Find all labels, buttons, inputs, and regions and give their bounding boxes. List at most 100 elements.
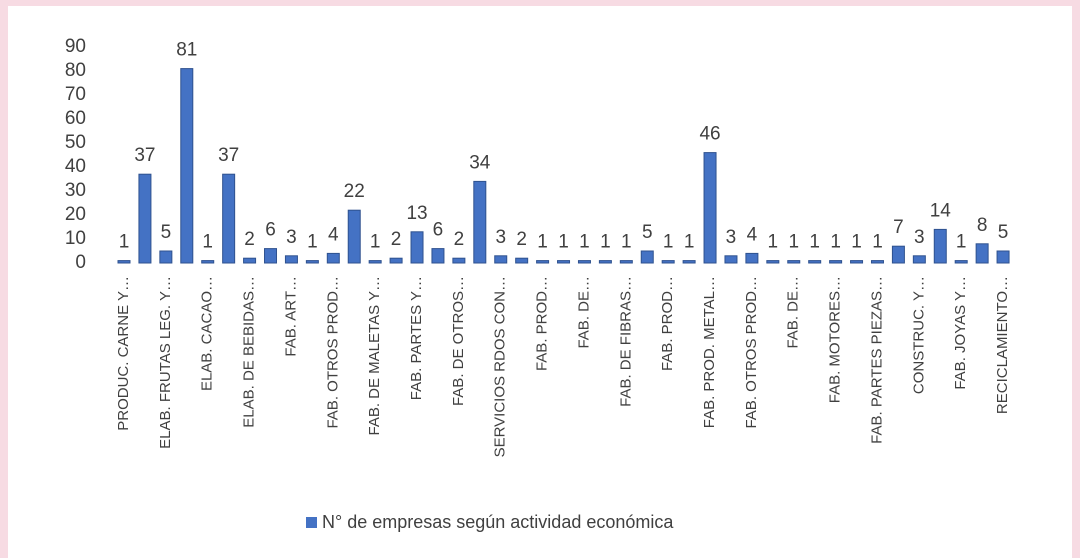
y-tick-label: 0 <box>75 252 86 273</box>
data-label: 1 <box>851 232 862 253</box>
bar <box>682 260 696 264</box>
bar <box>201 260 215 264</box>
bar <box>159 250 173 264</box>
data-label: 1 <box>119 232 130 253</box>
bar <box>180 68 194 264</box>
bar <box>389 257 403 264</box>
x-tick-label: FAB. DE MALETAS Y… <box>366 276 383 436</box>
data-label: 1 <box>663 232 674 253</box>
bar <box>933 228 947 264</box>
data-label: 6 <box>265 220 276 241</box>
x-tick-label: RECICLAMIENTO… <box>994 276 1011 414</box>
bar <box>452 257 466 264</box>
y-tick-label: 80 <box>65 60 86 81</box>
x-tick-label: FAB. DE… <box>785 276 802 349</box>
bar <box>724 255 738 264</box>
data-label: 1 <box>788 232 799 253</box>
data-label: 37 <box>218 145 239 166</box>
data-label: 14 <box>930 200 952 221</box>
data-label: 8 <box>977 215 988 236</box>
data-label: 1 <box>684 232 695 253</box>
data-label: 1 <box>600 232 611 253</box>
bar <box>264 248 278 264</box>
x-tick-label: FAB. OTROS PROD… <box>324 276 341 429</box>
data-label: 1 <box>956 232 967 253</box>
bar <box>745 252 759 264</box>
bar <box>975 243 989 264</box>
legend-swatch <box>306 517 317 528</box>
y-tick-label: 40 <box>65 156 86 177</box>
bar <box>996 250 1010 264</box>
bar <box>787 260 801 264</box>
data-label: 1 <box>202 232 213 253</box>
data-label: 5 <box>161 222 172 243</box>
x-tick-label: FAB. PROD. METAL… <box>701 276 718 428</box>
bar <box>912 255 926 264</box>
x-tick-label: FAB. JOYAS Y… <box>952 276 969 390</box>
bar <box>829 260 843 264</box>
data-label: 1 <box>537 232 548 253</box>
bar <box>536 260 550 264</box>
data-label: 3 <box>495 227 506 248</box>
bar <box>326 252 340 264</box>
x-tick-label: FAB. DE… <box>575 276 592 349</box>
bar <box>808 260 822 264</box>
bar <box>284 255 298 264</box>
data-label: 4 <box>747 224 758 245</box>
x-tick-label: ELAB. DE BEBIDAS… <box>241 276 258 428</box>
data-label: 3 <box>286 227 297 248</box>
data-label: 1 <box>558 232 569 253</box>
bar <box>870 260 884 264</box>
bar <box>494 255 508 264</box>
x-tick-label: FAB. PROD… <box>659 276 676 371</box>
bar <box>766 260 780 264</box>
data-label: 5 <box>998 222 1009 243</box>
x-tick-label: FAB. PARTES Y… <box>408 276 425 400</box>
data-label: 5 <box>642 222 653 243</box>
x-tick-label: FAB. PARTES PIEZAS… <box>868 276 885 444</box>
bar <box>640 250 654 264</box>
data-label: 1 <box>872 232 883 253</box>
bar <box>557 260 571 264</box>
x-tick-label: ELAB. FRUTAS LEG. Y… <box>157 276 174 449</box>
x-tick-label: FAB. ART… <box>282 276 299 357</box>
bar <box>515 257 529 264</box>
y-tick-label: 30 <box>65 180 86 201</box>
data-label: 1 <box>307 232 318 253</box>
bar <box>117 260 131 264</box>
data-label: 2 <box>244 229 255 250</box>
data-label: 81 <box>176 40 197 61</box>
x-tick-label: FAB. DE FIBRAS… <box>617 276 634 407</box>
data-label: 3 <box>726 227 737 248</box>
bar <box>431 248 445 264</box>
x-tick-label: FAB. OTROS PROD… <box>743 276 760 429</box>
data-label: 7 <box>893 217 904 238</box>
data-label: 22 <box>344 181 365 202</box>
bar <box>619 260 633 264</box>
data-label: 2 <box>516 229 527 250</box>
data-label: 1 <box>370 232 381 253</box>
data-label: 1 <box>830 232 841 253</box>
data-label: 6 <box>433 220 444 241</box>
legend-label: N° de empresas según actividad económica <box>322 512 674 532</box>
bar <box>577 260 591 264</box>
bar <box>347 209 361 264</box>
data-label: 4 <box>328 224 339 245</box>
bar <box>473 180 487 264</box>
data-label: 3 <box>914 227 925 248</box>
x-tick-label: PRODUC. CARNE Y… <box>115 276 132 431</box>
data-label: 1 <box>579 232 590 253</box>
y-tick-label: 10 <box>65 228 86 249</box>
data-label: 2 <box>391 229 402 250</box>
bar <box>243 257 257 264</box>
data-label: 37 <box>134 145 155 166</box>
bar <box>598 260 612 264</box>
bar <box>954 260 968 264</box>
data-label: 34 <box>469 152 491 173</box>
x-tick-label: SERVICIOS RDOS CON… <box>492 276 509 457</box>
y-tick-label: 20 <box>65 204 86 225</box>
bar <box>222 173 236 264</box>
bar <box>410 231 424 264</box>
